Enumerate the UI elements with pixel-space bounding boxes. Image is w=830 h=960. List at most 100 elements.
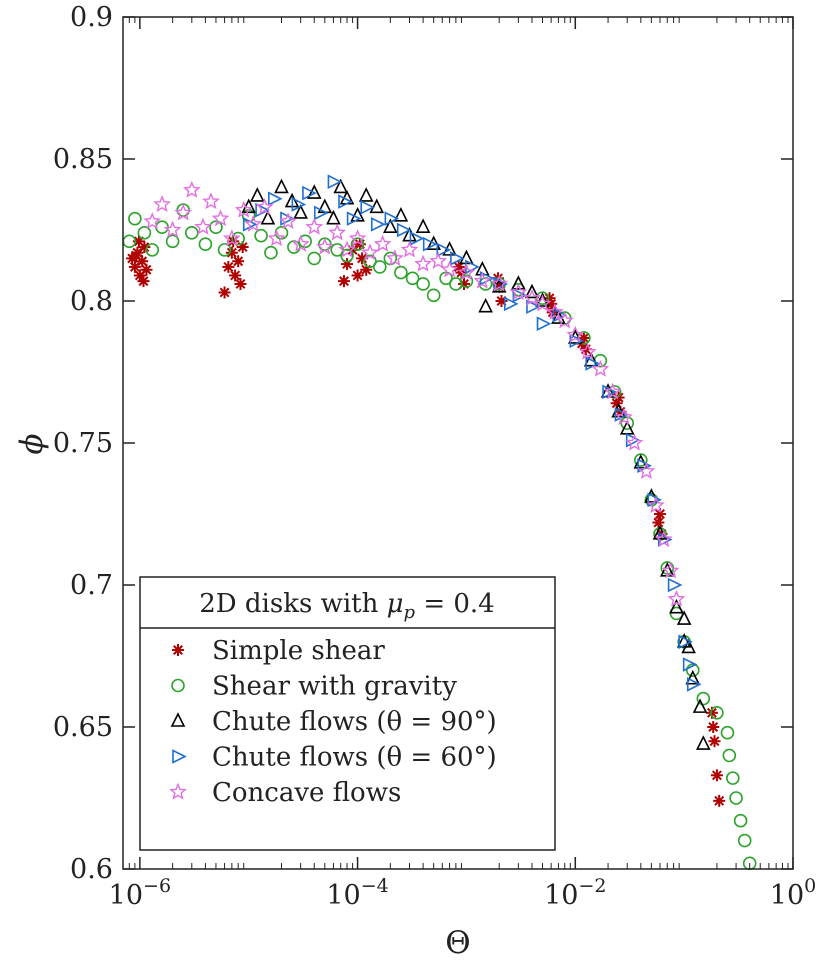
legend-marker xyxy=(169,782,187,800)
data-point xyxy=(615,408,633,425)
data-point xyxy=(682,657,698,672)
data-point xyxy=(696,691,711,706)
data-point xyxy=(348,229,367,247)
data-point xyxy=(384,211,400,226)
legend-title-suffix: = 0.4 xyxy=(415,589,495,619)
data-point xyxy=(202,192,220,210)
data-point xyxy=(426,288,441,303)
y-axis-label: ϕ xyxy=(14,433,50,454)
data-point xyxy=(450,251,465,266)
data-point xyxy=(137,226,152,240)
data-point xyxy=(385,249,404,266)
data-point xyxy=(184,226,199,240)
legend-label: Chute flows (θ = 90°) xyxy=(212,707,497,737)
y-tick-label: 0.9 xyxy=(70,2,113,33)
y-tick-label: 0.65 xyxy=(53,712,113,743)
x-tick-exponent: 0 xyxy=(804,875,816,897)
data-point xyxy=(338,194,353,209)
data-point xyxy=(232,255,245,268)
data-point xyxy=(218,286,231,299)
data-point xyxy=(696,735,711,750)
data-point xyxy=(416,277,430,291)
data-point xyxy=(217,243,232,257)
legend-marker xyxy=(172,749,187,764)
data-point xyxy=(478,297,493,313)
x-tick-label: 10−6 xyxy=(109,875,171,911)
legend-entry: Concave flows xyxy=(169,778,401,808)
data-point xyxy=(234,200,253,218)
data-point xyxy=(415,218,431,233)
data-point xyxy=(414,254,432,272)
data-point xyxy=(436,242,452,258)
data-point xyxy=(128,211,142,226)
data-point xyxy=(244,214,263,232)
legend-entry: Simple shear xyxy=(172,636,385,666)
x-tick-base: 10 xyxy=(326,880,360,911)
data-point xyxy=(603,382,622,400)
x-tick-label: 10−2 xyxy=(544,875,606,911)
data-point xyxy=(473,271,492,289)
data-point xyxy=(637,462,656,479)
legend-box xyxy=(139,576,556,851)
data-point xyxy=(667,589,686,607)
legend-entry: Shear with gravity xyxy=(171,672,457,702)
data-point xyxy=(676,610,692,625)
data-point xyxy=(737,833,752,848)
data-point xyxy=(315,237,334,255)
data-point xyxy=(720,725,735,740)
legend-title-prefix: 2D disks with xyxy=(199,589,386,619)
data-point xyxy=(222,260,235,273)
data-point xyxy=(583,351,599,367)
legend-marker xyxy=(171,678,185,693)
data-point xyxy=(363,254,377,269)
data-point xyxy=(350,207,365,222)
data-point xyxy=(667,577,683,593)
data-point xyxy=(140,263,153,276)
y-tick-label: 0.8 xyxy=(70,286,113,317)
data-point xyxy=(351,269,364,282)
data-point xyxy=(153,195,171,212)
data-point xyxy=(268,191,283,207)
data-point xyxy=(307,251,322,266)
data-point xyxy=(250,187,265,202)
x-tick-exponent: −2 xyxy=(578,875,606,897)
data-point xyxy=(211,209,230,227)
data-point xyxy=(394,265,408,280)
legend-entry: Chute flows (θ = 90°) xyxy=(170,707,497,737)
y-tick-label: 0.75 xyxy=(53,428,113,459)
legend-label: Shear with gravity xyxy=(212,672,457,702)
data-point xyxy=(361,243,379,261)
x-tick-label: 100 xyxy=(770,875,816,911)
legend-title-subscript: p xyxy=(404,602,416,623)
data-point xyxy=(333,178,349,194)
data-point xyxy=(198,237,213,251)
data-point xyxy=(137,275,150,288)
legend-title: 2D disks with μp = 0.4 xyxy=(199,589,494,623)
legend-marker xyxy=(170,712,186,727)
data-point xyxy=(400,240,419,258)
data-point xyxy=(707,721,720,733)
data-point xyxy=(495,295,508,307)
data-point xyxy=(274,178,289,194)
data-point xyxy=(422,236,438,252)
data-point xyxy=(578,342,597,360)
data-point xyxy=(174,203,193,221)
data-point xyxy=(291,197,307,212)
legend-label: Concave flows xyxy=(212,778,401,808)
data-point xyxy=(346,211,362,226)
data-point xyxy=(726,771,740,785)
data-point xyxy=(129,249,142,262)
data-point xyxy=(225,246,238,259)
data-point xyxy=(328,223,347,241)
legend-label: Chute flows (θ = 60°) xyxy=(212,743,497,773)
data-point xyxy=(305,217,324,235)
y-tick-label: 0.6 xyxy=(70,854,113,885)
data-point xyxy=(710,769,723,782)
x-tick-base: 10 xyxy=(770,880,804,911)
data-point xyxy=(440,260,459,278)
data-point xyxy=(302,185,317,201)
data-point xyxy=(163,220,182,238)
data-point xyxy=(429,251,448,269)
